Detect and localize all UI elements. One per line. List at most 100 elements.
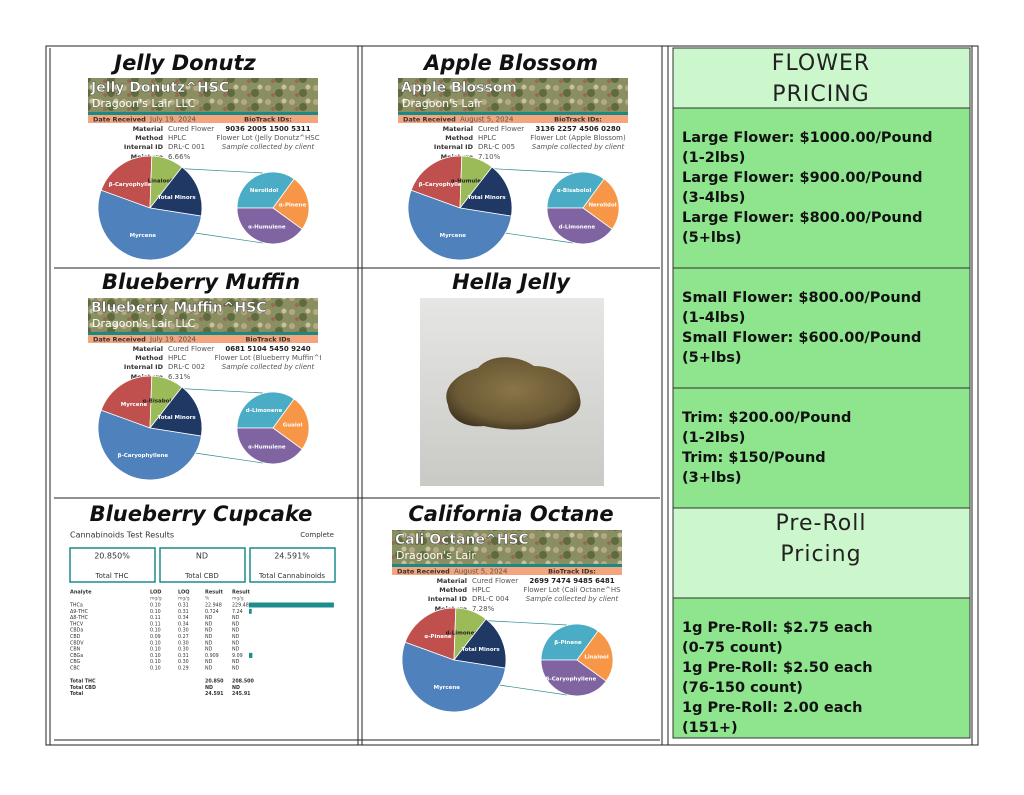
- connector: [169, 167, 264, 174]
- result-cell: ND: [205, 621, 213, 627]
- total-cell: Total CBD: [70, 685, 96, 691]
- result-cell: ND: [205, 647, 213, 653]
- pie-label: α-Pinene: [279, 202, 307, 208]
- pie-slice: [272, 178, 310, 230]
- biotrack-text: Flower Lot (Blueberry Muffin^I: [215, 354, 322, 362]
- result-cell: 0.724: [205, 609, 219, 615]
- connector: [169, 387, 264, 394]
- field-label: Internal ID: [428, 595, 468, 603]
- result-cell: ND: [232, 666, 240, 672]
- total-cell: 24.591: [205, 691, 224, 697]
- lab-name: Dragoon's Lair: [402, 97, 482, 110]
- connector: [194, 452, 264, 464]
- result-cell: CBDa: [70, 628, 83, 634]
- pie-slice: [149, 386, 203, 437]
- card-title: Blueberry Muffin: [102, 270, 300, 294]
- result-cell: 0.909: [205, 653, 219, 659]
- result-cell: ND: [205, 659, 213, 665]
- pie-slice: [272, 398, 310, 450]
- date-value: August 5, 2024: [460, 116, 514, 124]
- result-cell: 0.31: [178, 609, 189, 615]
- connector: [479, 167, 574, 174]
- pie-label: Total Minors: [158, 415, 197, 421]
- result-cell: 0.31: [178, 653, 189, 659]
- pie-label: Myrcene: [121, 402, 148, 408]
- results-status: Complete: [300, 531, 334, 539]
- price-line: Small Flower: $600.00/Pound: [682, 330, 921, 346]
- result-cell: 0.29: [178, 666, 189, 672]
- field-label: Internal ID: [124, 363, 164, 371]
- result-cell: CBG: [70, 659, 81, 665]
- price-box: [672, 387, 971, 509]
- card-title: California Octane: [408, 502, 613, 526]
- field-value: 7.10%: [478, 153, 501, 161]
- price-line: Small Flower: $800.00/Pound: [682, 290, 921, 306]
- lab-name: Dragoon's Lair LLC: [92, 97, 196, 110]
- pie-label: α-Pinene: [424, 634, 452, 640]
- biotrack-text: Sample collected by client: [532, 143, 625, 151]
- pie-slice: [410, 155, 463, 209]
- field-value: DRL-C 004: [472, 595, 510, 603]
- result-cell: ND: [232, 634, 240, 640]
- price-line: (3-4lbs): [682, 190, 745, 206]
- pricing-heading: FLOWER: [772, 51, 870, 76]
- result-cell: 22.948: [205, 603, 222, 609]
- pie-slice: [236, 427, 303, 465]
- result-cell: Δ8-THC: [70, 615, 89, 621]
- pie-slice: [97, 409, 202, 481]
- result-cell: 0.30: [178, 628, 189, 634]
- price-line: (1-2lbs): [682, 430, 745, 446]
- result-cell: THCV: [69, 621, 84, 627]
- banner-title: Jelly Donutz^HSC: [90, 80, 229, 96]
- field-value: 6.66%: [168, 153, 191, 161]
- price-box: [672, 597, 971, 739]
- field-label: Method: [135, 354, 163, 362]
- pie-label: d-Limonene: [446, 631, 483, 637]
- pie-label: Nerolidol: [588, 202, 616, 208]
- field-label: Internal ID: [434, 143, 474, 151]
- total-cell: Total: [70, 691, 83, 697]
- pie-label: Myrcene: [130, 233, 157, 239]
- pie-label: Total Minors: [462, 647, 501, 653]
- result-cell: 0.34: [178, 615, 189, 621]
- pie-slice: [100, 375, 153, 429]
- field-label: Method: [439, 586, 467, 594]
- connector: [473, 619, 568, 626]
- pie-label: Linalool: [584, 654, 608, 660]
- result-cell: 0.11: [150, 615, 161, 621]
- result-bar: [249, 652, 253, 658]
- heading-box: [672, 47, 971, 109]
- result-cell: 0.10: [150, 628, 161, 634]
- pie-label: Myrcene: [440, 233, 467, 239]
- pie-label: Linalool: [148, 179, 172, 185]
- pie-slice: [453, 618, 507, 669]
- date-label: Date Received: [93, 336, 146, 344]
- field-label: Method: [135, 134, 163, 142]
- pie-slice: [236, 207, 303, 245]
- field-value: HPLC: [478, 134, 496, 142]
- ids-label: BioTrack IDs:: [548, 568, 596, 576]
- pie-label: Guaiol: [283, 422, 303, 428]
- banner-stripe: [88, 112, 318, 115]
- result-cell: ND: [205, 640, 213, 646]
- pie-label: d-Limonene: [246, 408, 283, 414]
- biotrack-text: Sample collected by client: [222, 143, 315, 151]
- pie-slice: [576, 630, 614, 682]
- pie-label: Total Minors: [158, 195, 197, 201]
- date-value: July 19, 2024: [149, 336, 197, 344]
- result-cell: Δ9-THC: [70, 609, 89, 615]
- biotrack-text: Sample collected by client: [222, 363, 315, 371]
- card-title: Apple Blossom: [422, 51, 598, 75]
- pie-label: Myrcene: [434, 685, 461, 691]
- pie-label: α-Bisabolol: [557, 188, 592, 194]
- total-cell: ND: [232, 685, 240, 691]
- pie-label: Nerolidol: [250, 188, 278, 194]
- field-label: Method: [445, 134, 473, 142]
- field-value: Cured Flower: [168, 125, 214, 133]
- photo-bud: [446, 357, 581, 430]
- pie-slice: [236, 171, 295, 209]
- price-line: Trim: $200.00/Pound: [682, 410, 851, 426]
- date-value: July 19, 2024: [149, 116, 197, 124]
- date-bar: [88, 335, 318, 343]
